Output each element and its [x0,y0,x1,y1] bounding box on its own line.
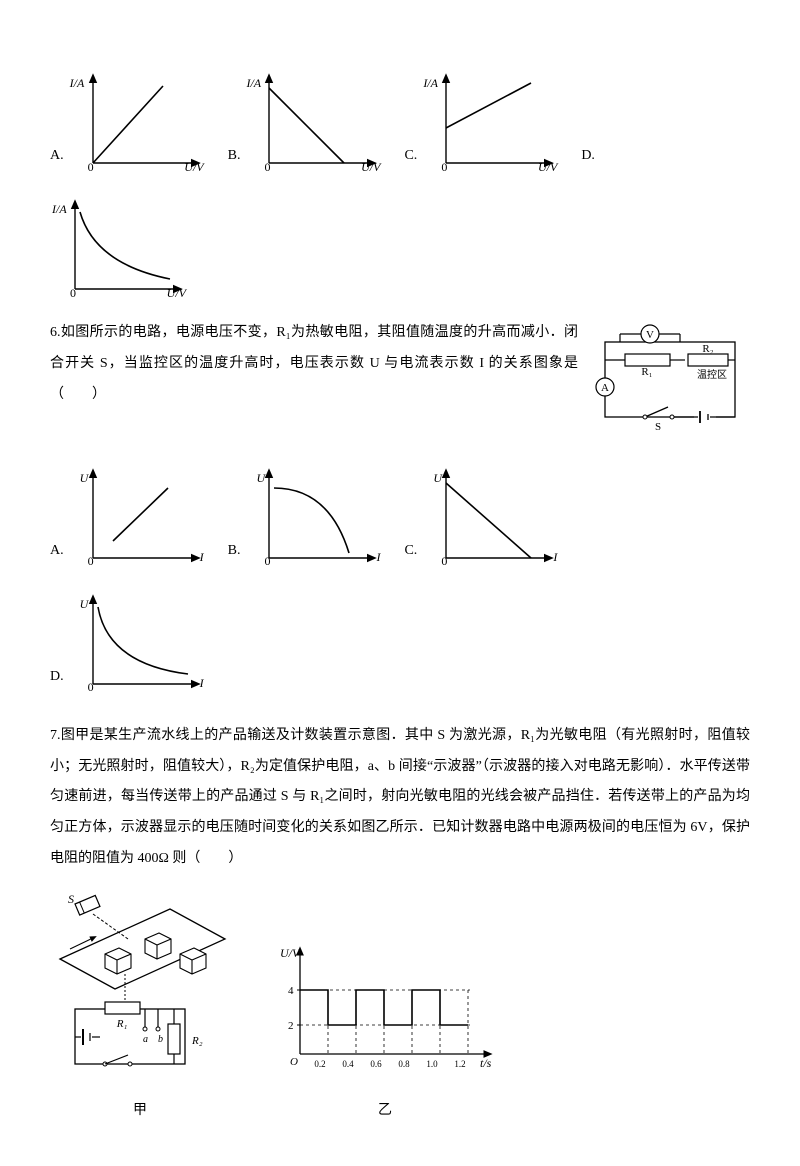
q6-A-xlabel: I [200,544,204,570]
q6-option-B: B. U I 0 [228,463,385,573]
q7-R2: R₂ [191,1035,203,1047]
q6-D-ylabel: U [80,591,89,617]
q5-B-label: B. [228,141,241,172]
q7-figB-xlabel: t/s [480,1056,492,1070]
q5-A-label: A. [50,141,64,172]
q6-text-content: 6.如图所示的电路，电源电压不变，R₁为热敏电阻，其阻值随温度的升高而减小．闭合… [50,325,578,402]
q7-figA: S R₁ R₂ a b [50,889,230,1127]
q6-C-graph: U I 0 [421,463,561,573]
q7-ytick-2: 2 [288,1020,294,1032]
q5-D-xlabel: U/V [167,280,186,306]
q5-B-ylabel: I/A [246,70,261,96]
q7-xtick-02: 0.2 [314,1059,325,1069]
q7-a: a [143,1034,148,1045]
q6-option-C: C. U I 0 [404,463,561,573]
q5-A-ylabel: I/A [70,70,85,96]
q6-S: S [655,421,661,432]
q6-A: A [601,382,609,394]
q6-A-origin: 0 [88,548,94,574]
q5-B-origin: 0 [264,154,270,180]
q6-A-graph: U I 0 [68,463,208,573]
q5-option-B: B. I/A U/V 0 [228,68,385,178]
q7-figA-caption: 甲 [50,1096,230,1127]
q5-C-label: C. [404,141,417,172]
q7-figures: S R₁ R₂ a b [50,889,750,1127]
q6-D-xlabel: I [200,670,204,696]
q6-R1: R₁ [641,366,652,378]
q6-C-ylabel: U [433,465,442,491]
q6-C-xlabel: I [553,544,557,570]
q5-B-graph: I/A U/V 0 [244,68,384,178]
q7-xtick-12: 1.2 [454,1059,465,1069]
q7-xtick-04: 0.4 [342,1059,354,1069]
q5-C-graph: I/A U/V 0 [421,68,561,178]
q6-A-ylabel: U [80,465,89,491]
q5-D-label: D. [581,141,595,172]
q7-text: 7.图甲是某生产流水线上的产品输送及计数装置示意图．其中 S 为激光源，R₁为光… [50,721,750,875]
q5-A-xlabel: U/V [184,154,203,180]
q7-b: b [158,1034,163,1045]
q7-ytick-4: 4 [288,985,294,997]
q5-options-row-2: I/A U/V 0 [50,194,750,304]
q6-R2: R₂ [702,343,713,355]
q5-C-origin: 0 [441,154,447,180]
q7-xtick-08: 0.8 [398,1059,410,1069]
q6-circuit-diagram: V R₁ R₂ 温控区 A S [590,322,750,445]
q6-options-row-2: D. U I 0 [50,589,750,707]
q5-D-origin: 0 [70,280,76,306]
q7-figB-caption: 乙 [270,1096,500,1127]
q7-xtick-06: 0.6 [370,1059,382,1069]
q7-R1: R₁ [116,1018,128,1030]
q6-B-label: B. [228,536,241,567]
q7-figB: U/V t/s O 2 4 0.2 0.4 0.6 0.8 1.0 1.2 [270,939,500,1127]
q6-D-label: D. [50,662,64,693]
q5-option-C: C. I/A U/V 0 [404,68,561,178]
q6-A-label: A. [50,536,64,567]
q6-B-origin: 0 [264,548,270,574]
q6-zone: 温控区 [697,368,727,381]
q5-B-xlabel: U/V [361,154,380,180]
q6-V: V [646,329,654,341]
q7-xtick-10: 1.0 [426,1059,438,1069]
q6-C-label: C. [404,536,417,567]
q6-option-A: A. U I 0 [50,463,208,573]
q6-text: V R₁ R₂ 温控区 A S [50,318,750,449]
q6-option-D: D. U I 0 [50,589,208,699]
q5-option-D: D. [581,141,599,178]
q6-options-row-1: A. U I 0 B. U I 0 C. [50,463,750,581]
q5-options-row-1: A. I/A U/V 0 B. [50,68,750,186]
q7-S-label: S [68,892,74,906]
q5-option-A: A. I/A U/V 0 [50,68,208,178]
q6-D-graph: U I 0 [68,589,208,699]
q6-D-origin: 0 [88,674,94,700]
q6-B-graph: U I 0 [244,463,384,573]
q6-C-origin: 0 [441,548,447,574]
q5-A-graph: I/A U/V 0 [68,68,208,178]
q6-B-ylabel: U [256,465,265,491]
q5-A-origin: 0 [88,154,94,180]
q7-figB-ylabel: U/V [280,946,301,960]
q5-D-graph: I/A U/V 0 [50,194,190,304]
q5-C-xlabel: U/V [538,154,557,180]
q7-figB-origin: O [290,1056,298,1068]
q5-C-ylabel: I/A [423,70,438,96]
q5-D-ylabel: I/A [52,196,67,222]
q6-B-xlabel: I [376,544,380,570]
